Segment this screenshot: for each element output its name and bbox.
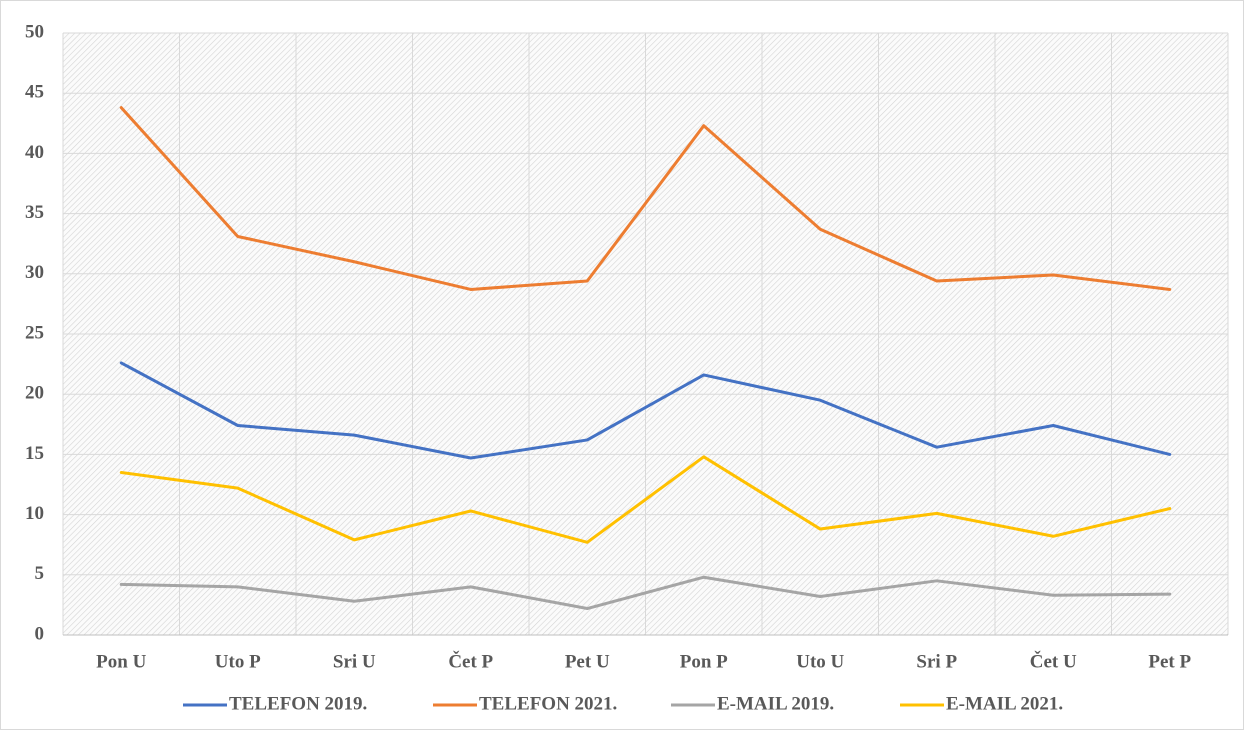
x-tick-label: Pon U xyxy=(96,651,146,672)
series-line xyxy=(119,455,1172,544)
x-tick-label: Pon P xyxy=(680,651,728,672)
series-line xyxy=(119,361,1172,460)
x-tick-label: Uto U xyxy=(796,651,844,672)
x-tick-label: Čet P xyxy=(448,650,493,672)
x-tick-label: Čet U xyxy=(1030,650,1077,672)
y-tick-label: 10 xyxy=(25,503,44,524)
y-tick-label: 30 xyxy=(25,262,44,283)
y-tick-label: 50 xyxy=(25,21,44,42)
x-tick-label: Sri P xyxy=(916,651,957,672)
y-tick-label: 25 xyxy=(25,322,44,343)
x-tick-label: Pet U xyxy=(565,651,610,672)
legend-label: TELEFON 2019. xyxy=(229,693,367,714)
legend-label: E-MAIL 2021. xyxy=(946,693,1063,714)
x-tick-label: Sri U xyxy=(333,651,376,672)
legend-label: E-MAIL 2019. xyxy=(717,693,834,714)
y-tick-label: 15 xyxy=(25,443,44,464)
y-tick-label: 20 xyxy=(25,383,44,404)
series-line xyxy=(119,575,1172,611)
y-tick-label: 40 xyxy=(25,142,44,163)
y-tick-label: 5 xyxy=(35,563,45,584)
y-tick-label: 45 xyxy=(25,82,44,103)
legend-label: TELEFON 2021. xyxy=(479,693,617,714)
x-tick-label: Uto P xyxy=(215,651,261,672)
x-tick-label: Pet P xyxy=(1148,651,1191,672)
series-line xyxy=(119,106,1172,291)
y-tick-label: 35 xyxy=(25,202,44,223)
y-tick-label: 0 xyxy=(35,623,45,644)
